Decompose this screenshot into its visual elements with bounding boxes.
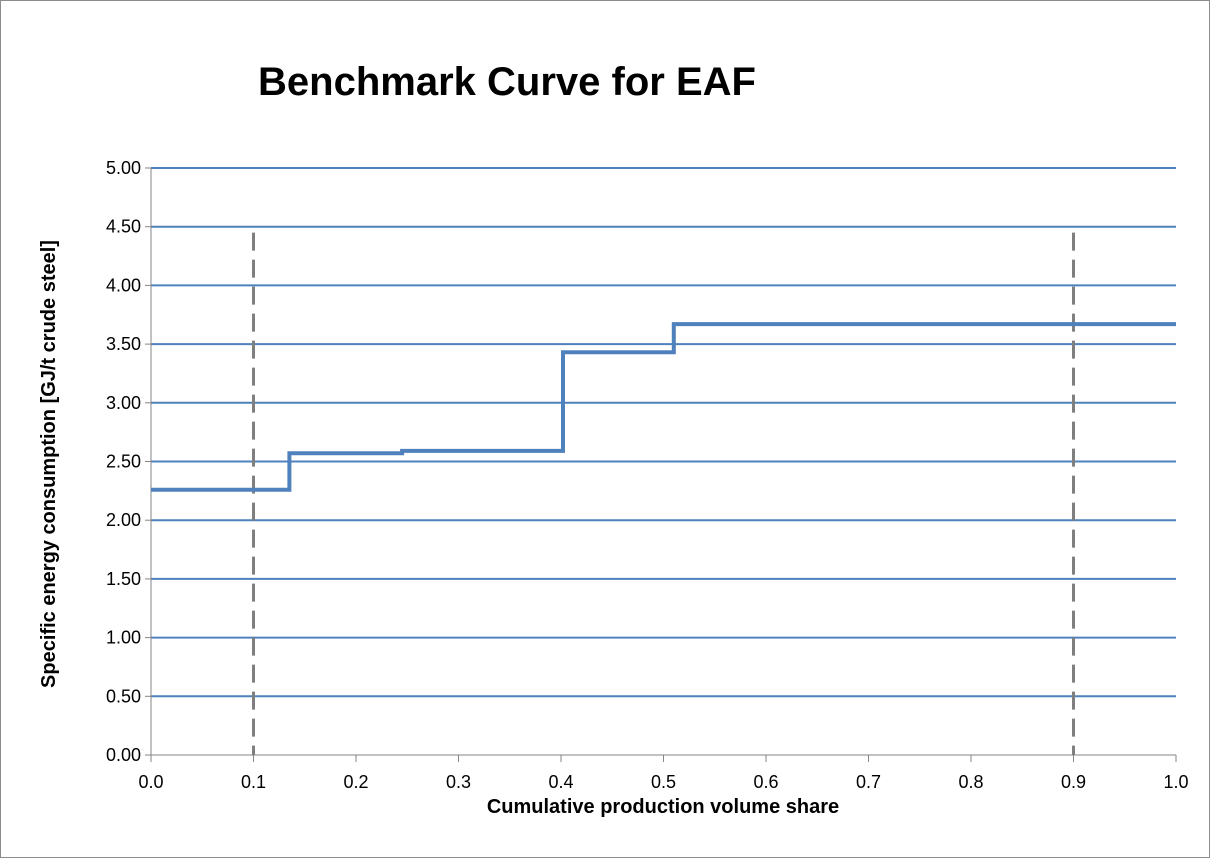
x-tick-label: 0.1 <box>241 772 266 792</box>
x-tick-label: 0.7 <box>856 772 881 792</box>
y-tick-label: 3.00 <box>106 393 141 413</box>
y-tick-label: 0.50 <box>106 686 141 706</box>
step-curve-line <box>151 322 1176 492</box>
y-tick-label: 2.50 <box>106 452 141 472</box>
y-axis-label: Specific energy consumption [GJ/t crude … <box>38 240 60 688</box>
y-tick-labels: 0.00 0.50 1.00 1.50 2.00 2.50 3.00 3.50 4.00 4.50… <box>106 158 141 765</box>
x-tick-label: 0.0 <box>138 772 163 792</box>
y-tick-label: 1.00 <box>106 628 141 648</box>
x-tick-label: 0.8 <box>958 772 983 792</box>
x-axis-label: Cumulative production volume share <box>487 796 839 818</box>
y-tick-label: 1.50 <box>106 569 141 589</box>
x-tick-label: 0.4 <box>548 772 573 792</box>
y-tick-label: 0.00 <box>106 745 141 765</box>
x-tick-label: 0.6 <box>753 772 778 792</box>
gridlines <box>151 167 1176 698</box>
x-tick-label: 1.0 <box>1163 772 1188 792</box>
step-curve-series <box>151 322 1176 492</box>
axes <box>145 167 1177 762</box>
y-tick-label: 2.00 <box>106 510 141 530</box>
chart-title: Benchmark Curve for EAF <box>258 60 756 104</box>
y-tick-label: 3.50 <box>106 334 141 354</box>
y-tick-label: 4.00 <box>106 275 141 295</box>
x-tick-label: 0.5 <box>651 772 676 792</box>
y-tick-label: 5.00 <box>106 158 141 178</box>
x-tick-label: 0.3 <box>446 772 471 792</box>
reference-lines <box>252 232 1075 755</box>
x-tick-label: 0.2 <box>343 772 368 792</box>
x-tick-label: 0.9 <box>1061 772 1086 792</box>
y-tick-label: 4.50 <box>106 217 141 237</box>
x-tick-labels: 0.0 0.1 0.2 0.3 0.4 0.5 0.6 0.7 0.8 0.9 1.0 <box>138 772 1188 792</box>
